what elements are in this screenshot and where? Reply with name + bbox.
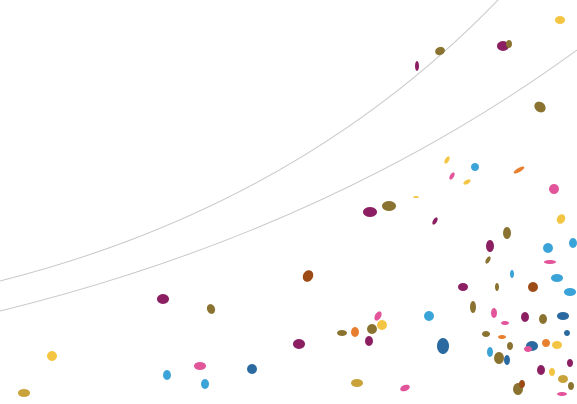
confetti-piece [293, 339, 305, 349]
confetti-piece [471, 163, 479, 171]
confetti-piece [157, 294, 169, 304]
confetti-piece [163, 370, 171, 380]
confetti-piece [568, 382, 574, 390]
decorative-arc-lower [0, 49, 577, 312]
confetti-piece [557, 312, 569, 320]
confetti-piece [432, 217, 438, 225]
confetti-piece [463, 179, 471, 185]
confetti-piece [539, 314, 547, 324]
confetti-piece [497, 41, 509, 51]
confetti-piece [382, 201, 396, 211]
confetti-piece [206, 304, 216, 314]
confetti-piece [504, 355, 510, 365]
confetti-piece [470, 301, 476, 313]
confetti-piece [528, 282, 538, 292]
confetti-piece [194, 362, 206, 370]
confetti-piece [549, 368, 555, 376]
confetti-piece [247, 364, 257, 374]
confetti-piece [482, 331, 490, 337]
confetti-piece [487, 347, 493, 357]
confetti-piece [494, 352, 504, 364]
confetti-piece [501, 321, 509, 325]
confetti-piece [435, 46, 445, 56]
confetti-piece [544, 260, 556, 264]
confetti-piece [491, 308, 497, 318]
confetti-piece [351, 379, 363, 387]
confetti-piece [367, 324, 377, 334]
confetti-piece [498, 335, 506, 339]
confetti-piece [558, 375, 568, 383]
confetti-piece [424, 311, 434, 321]
confetti-piece [47, 351, 57, 361]
confetti-piece [351, 327, 359, 337]
confetti-piece [507, 342, 513, 350]
confetti-piece [537, 365, 545, 375]
confetti-piece [521, 312, 529, 322]
confetti-piece [503, 227, 511, 239]
confetti-piece [542, 339, 550, 347]
confetti-piece [519, 380, 525, 388]
confetti-piece [365, 336, 373, 346]
confetti-piece [495, 283, 499, 291]
confetti-piece [557, 392, 567, 396]
confetti-piece [302, 270, 314, 282]
confetti-piece [564, 288, 576, 296]
confetti-piece [513, 166, 525, 174]
confetti-piece [534, 101, 546, 113]
confetti-piece [374, 311, 382, 321]
confetti-piece [510, 270, 514, 278]
confetti-piece [201, 379, 209, 389]
confetti-piece [400, 384, 410, 392]
confetti-piece [377, 320, 387, 330]
confetti-group [18, 16, 577, 397]
confetti-piece [444, 156, 450, 164]
confetti-piece [549, 184, 559, 194]
confetti-piece [415, 61, 419, 71]
confetti-piece [485, 256, 491, 264]
confetti-piece [18, 389, 30, 397]
confetti-piece [543, 243, 553, 253]
confetti-piece [569, 238, 577, 248]
confetti-piece [551, 274, 563, 282]
confetti-piece [458, 283, 468, 291]
confetti-piece [437, 338, 449, 354]
confetti-piece [486, 240, 494, 252]
confetti-piece [564, 330, 570, 336]
confetti-piece [449, 172, 455, 180]
confetti-piece [524, 346, 532, 352]
confetti-piece [556, 214, 566, 224]
confetti-piece [567, 359, 573, 367]
confetti-piece [337, 330, 347, 336]
confetti-piece [413, 196, 419, 198]
confetti-piece [552, 341, 562, 349]
confetti-piece [555, 16, 565, 24]
confetti-piece [506, 40, 512, 48]
confetti-piece [363, 207, 377, 217]
